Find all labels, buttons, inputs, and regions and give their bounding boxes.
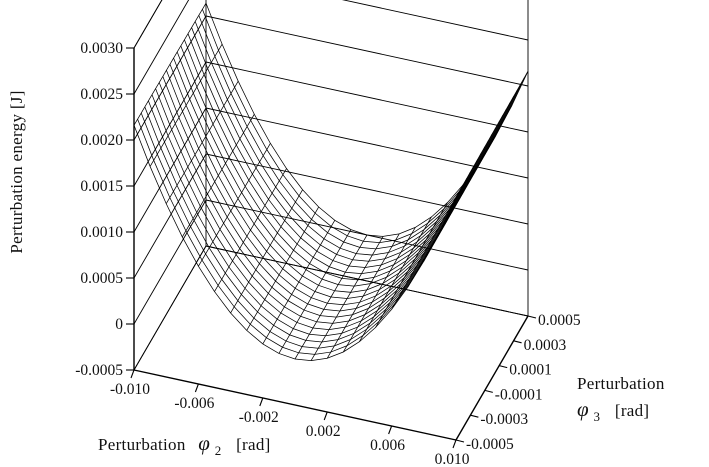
- z-tick-label: 0.0020: [80, 132, 123, 149]
- surface-mesh-line-y: [375, 202, 448, 328]
- x-tick-mark: [323, 411, 328, 421]
- tick-marks: [126, 47, 537, 449]
- y-tick-mark: [484, 389, 493, 393]
- surface-mesh-line-y: [359, 216, 432, 342]
- surface-mesh-line-y: [133, 2, 207, 126]
- y-axis-label-unit: [rad]: [615, 401, 650, 420]
- back-wall-gridline: [133, 61, 207, 187]
- z-tick-label: -0.0005: [75, 362, 123, 379]
- x-axis-label-unit: [rad]: [236, 435, 271, 454]
- z-axis-label: Perturbation energy [J]: [7, 90, 26, 253]
- y-tick-mark: [513, 340, 522, 344]
- z-tick-label: 0.0010: [80, 224, 123, 241]
- x-tick-mark: [130, 369, 135, 379]
- surface-mesh-line-y: [262, 220, 336, 345]
- back-wall-gridline: [133, 15, 207, 141]
- back-wall-gridline: [133, 0, 163, 49]
- back-wall-gridline: [133, 153, 207, 279]
- x-axis-label-subscript: 2: [215, 443, 222, 458]
- y-tick-mark: [470, 414, 479, 418]
- y-tick-mark: [499, 365, 508, 369]
- surface-mesh-line-x: [194, 21, 518, 256]
- x-tick-label: 0.002: [306, 423, 341, 440]
- surface-mesh-line-y: [181, 114, 255, 238]
- surface-mesh-line-y: [149, 43, 223, 167]
- y-axis-label-symbol: φ: [577, 397, 589, 421]
- side-wall-gridline: [341, 0, 529, 41]
- surface-mesh-line-x: [205, 3, 529, 237]
- x-tick-mark: [388, 425, 393, 435]
- floor-left-edge: [133, 245, 207, 371]
- x-tick-mark: [259, 397, 264, 407]
- axes-frame: [133, 48, 529, 441]
- surface-mesh-line-y: [294, 234, 368, 360]
- x-axis-line: [133, 369, 457, 441]
- y-tick-label: 0.0001: [509, 362, 552, 379]
- surface-mesh-line-y: [246, 206, 320, 331]
- surface-mesh-line-x: [202, 9, 525, 244]
- y-axis-label-line1: Perturbation: [577, 374, 665, 393]
- x-axis-label: Perturbation φ 2 [rad]: [98, 431, 271, 459]
- side-wall-gridline: [205, 153, 529, 225]
- x-axis-label-symbol: φ: [198, 431, 210, 455]
- x-tick-label: -0.006: [174, 395, 214, 412]
- y-tick-label: -0.0001: [495, 386, 543, 403]
- side-wall-gridline: [205, 107, 529, 179]
- y-tick-mark: [527, 315, 537, 319]
- surface-mesh-line-x: [198, 15, 522, 250]
- y-axis-label-subscript: 3: [593, 409, 600, 424]
- surface-mesh-line-x: [191, 27, 514, 262]
- side-wall-gridline: [205, 61, 529, 133]
- y-tick-label: -0.0005: [466, 436, 514, 453]
- z-tick-label: 0: [115, 316, 123, 333]
- floor-back-edge: [205, 245, 529, 317]
- surface-mesh-line-y: [423, 135, 497, 262]
- y-axis-label-line2: φ 3 [rad]: [577, 397, 649, 425]
- back-wall-gridline: [133, 0, 190, 95]
- back-wall-gridline: [133, 199, 207, 325]
- z-tick-label: 0.0015: [80, 178, 123, 195]
- x-axis-label-prefix: Perturbation: [98, 435, 186, 454]
- energy-surface-mesh: [133, 2, 529, 361]
- surface-mesh-line-y: [230, 189, 303, 314]
- y-tick-label: 0.0005: [538, 312, 581, 329]
- z-tick-label: 0.0030: [80, 40, 123, 57]
- surface-mesh-line-y: [439, 105, 513, 232]
- y-tick-label: -0.0003: [480, 411, 528, 428]
- tick-labels: -0.0005 0 0.0005 0.0010 0.0015 0.0020 0.0025 0.…: [75, 40, 581, 467]
- x-tick-label: 0.006: [370, 437, 405, 454]
- y-axis-line: [455, 315, 529, 441]
- surface-mesh-line-y: [278, 229, 352, 354]
- x-tick-label: -0.010: [110, 381, 150, 398]
- surface-mesh-line-y: [310, 236, 384, 361]
- z-tick-label: 0.0005: [80, 270, 123, 287]
- surface-mesh-line-y: [342, 227, 416, 353]
- surface-mesh-line-y: [214, 168, 287, 292]
- back-walls: [133, 0, 529, 371]
- x-tick-mark: [452, 439, 457, 449]
- y-tick-mark: [455, 439, 465, 443]
- x-tick-label: -0.002: [239, 409, 279, 426]
- surface-mesh-line-y: [198, 143, 271, 267]
- side-wall-gridline: [205, 15, 529, 87]
- surface-mesh-line-y: [391, 184, 464, 310]
- surface-mesh-line-y: [455, 71, 529, 198]
- surface-mesh-line-y: [165, 80, 239, 204]
- x-tick-mark: [194, 383, 199, 393]
- z-tick-label: 0.0025: [80, 86, 123, 103]
- surface-mesh-line-y: [326, 233, 400, 359]
- x-tick-label: 0.010: [435, 451, 470, 467]
- y-tick-label: 0.0003: [524, 337, 567, 354]
- top-left-edge: [133, 0, 163, 49]
